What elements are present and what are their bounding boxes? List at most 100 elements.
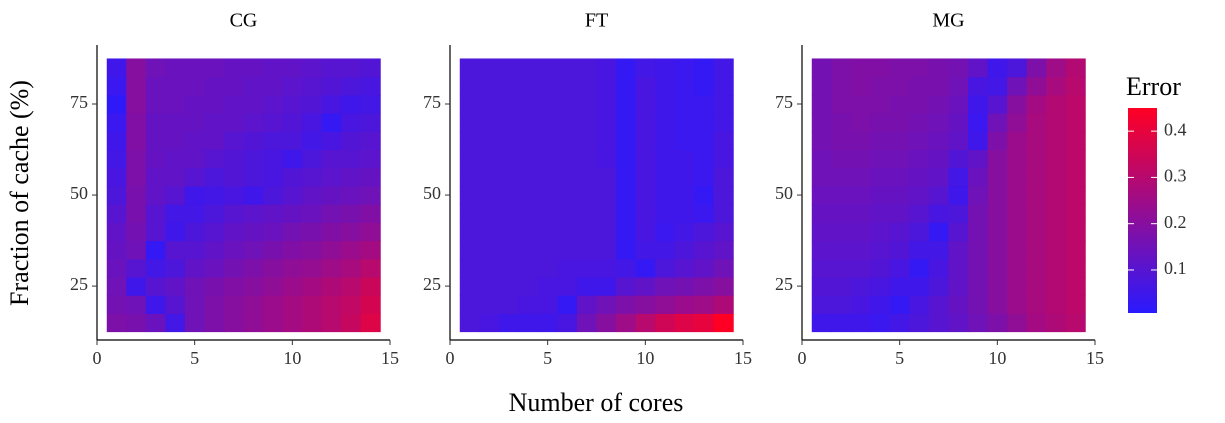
heat-cell	[263, 94, 284, 114]
heat-cell	[360, 240, 381, 260]
heat-cell	[870, 131, 891, 151]
heat-cell	[302, 113, 323, 132]
heat-cell	[713, 204, 734, 223]
x-tick-label: 10	[636, 348, 654, 368]
heat-cell	[106, 94, 127, 114]
heat-cell	[459, 131, 480, 151]
heat-cell	[557, 295, 578, 314]
heat-cell	[341, 94, 362, 114]
heat-cell	[341, 295, 362, 314]
heat-cell	[341, 185, 362, 205]
heat-cell	[282, 204, 303, 223]
heat-cell	[1007, 258, 1028, 278]
heat-cell	[302, 76, 323, 96]
heat-cell	[498, 240, 519, 260]
heat-cell	[948, 113, 969, 132]
heat-cell	[360, 131, 381, 151]
heat-cell	[341, 258, 362, 278]
heat-cell	[713, 167, 734, 187]
heat-cell	[948, 240, 969, 260]
heat-cell	[145, 131, 166, 151]
heat-cell	[223, 204, 244, 223]
heat-cell	[694, 76, 715, 96]
heat-cell	[928, 276, 949, 296]
heat-cell	[909, 94, 930, 114]
heat-cell	[596, 222, 617, 242]
heat-cell	[616, 149, 637, 169]
heat-cell	[694, 295, 715, 314]
heat-cell	[243, 185, 264, 205]
heat-cell	[145, 276, 166, 296]
heat-cell	[576, 94, 597, 114]
heat-cell	[263, 113, 284, 132]
heat-cell	[321, 295, 342, 314]
heat-cell	[321, 222, 342, 242]
heat-cell	[811, 258, 832, 278]
heat-cell	[204, 58, 225, 78]
heat-cell	[987, 276, 1008, 296]
heat-cell	[537, 131, 558, 151]
heat-cell	[850, 94, 871, 114]
heat-cell	[282, 94, 303, 114]
heat-cell	[479, 185, 500, 205]
heat-cell	[498, 258, 519, 278]
heat-cell	[184, 204, 205, 223]
heat-cell	[928, 222, 949, 242]
heat-cell	[889, 149, 910, 169]
heat-cell	[635, 240, 656, 260]
heat-cell	[479, 131, 500, 151]
heat-cell	[126, 76, 147, 96]
heat-cell	[811, 131, 832, 151]
heat-cell	[459, 258, 480, 278]
heat-cell	[479, 76, 500, 96]
heat-cell	[321, 94, 342, 114]
heat-cell	[204, 258, 225, 278]
heat-cell	[694, 167, 715, 187]
heat-cell	[850, 58, 871, 78]
heat-cell	[459, 222, 480, 242]
heat-cell	[576, 185, 597, 205]
heat-cell	[106, 76, 127, 96]
heat-cell	[126, 295, 147, 314]
heat-cell	[831, 204, 852, 223]
heat-cell	[184, 58, 205, 78]
heat-cell	[204, 113, 225, 132]
heat-cell	[459, 204, 480, 223]
heat-cell	[243, 149, 264, 169]
heat-cell	[223, 149, 244, 169]
x-tick-label: 15	[1086, 348, 1104, 368]
heat-cell	[674, 167, 695, 187]
heat-cell	[889, 58, 910, 78]
heat-cell	[928, 313, 949, 333]
heat-cell	[263, 204, 284, 223]
heat-cell	[479, 113, 500, 132]
heat-cell	[537, 276, 558, 296]
heat-cell	[459, 76, 480, 96]
heat-cell	[811, 76, 832, 96]
heat-cell	[596, 167, 617, 187]
heat-cell	[674, 204, 695, 223]
heat-cell	[811, 240, 832, 260]
heat-cell	[184, 131, 205, 151]
heat-cell	[1026, 240, 1047, 260]
heat-cell	[674, 313, 695, 333]
heat-cell	[537, 240, 558, 260]
heat-cell	[1046, 295, 1067, 314]
heat-cell	[360, 204, 381, 223]
heat-cell	[282, 313, 303, 333]
heat-cell	[713, 222, 734, 242]
heat-cell	[928, 167, 949, 187]
heat-cell	[302, 185, 323, 205]
heat-cell	[282, 131, 303, 151]
heat-cell	[498, 185, 519, 205]
heat-cell	[498, 149, 519, 169]
heat-cell	[968, 240, 989, 260]
y-tick-label: 75	[423, 92, 441, 112]
heat-cell	[889, 240, 910, 260]
heat-cell	[204, 185, 225, 205]
heat-cell	[635, 94, 656, 114]
heat-cell	[165, 149, 186, 169]
heat-cell	[223, 240, 244, 260]
heat-cell	[987, 222, 1008, 242]
heat-cell	[165, 276, 186, 296]
